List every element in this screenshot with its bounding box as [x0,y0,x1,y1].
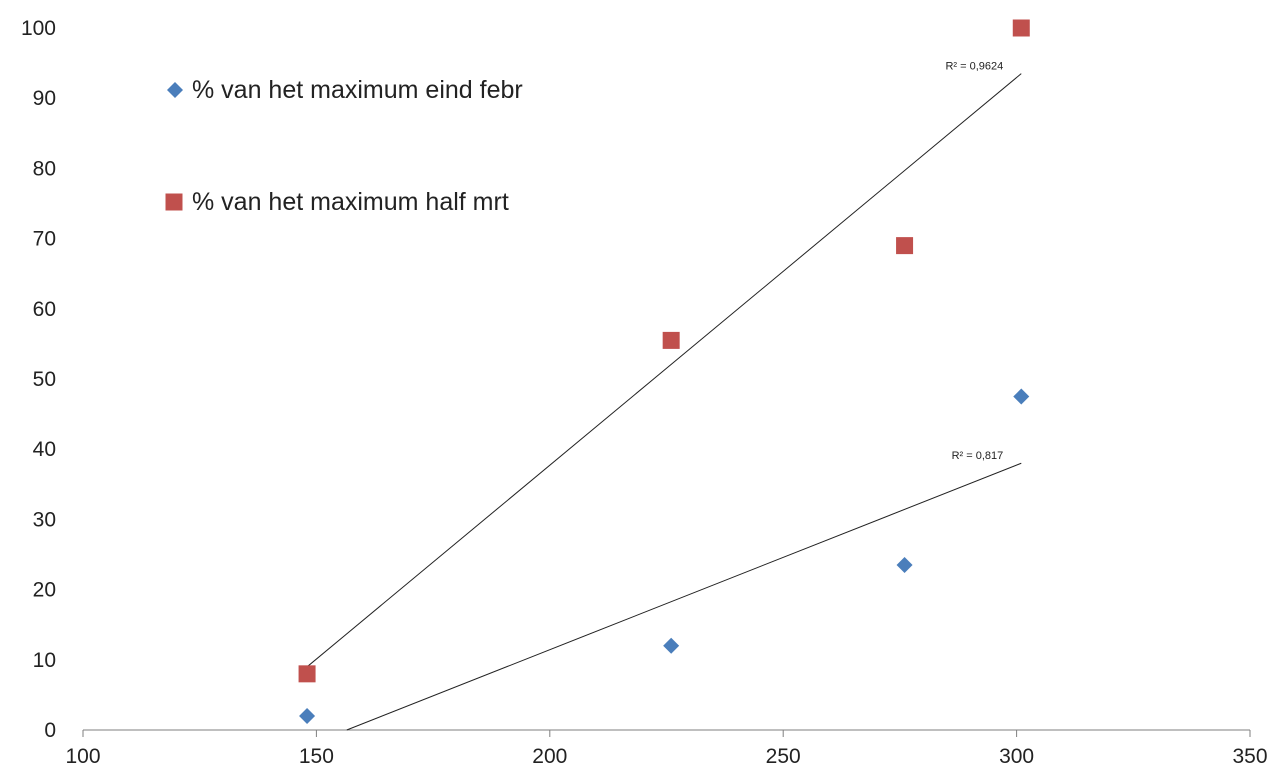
x-tick-label: 200 [532,745,567,768]
x-tick-label: 100 [65,745,100,768]
data-point-half-mrt [1012,19,1030,37]
legend-diamond-icon [167,82,183,98]
y-tick-label: 80 [33,157,56,180]
legend: % van het maximum eind febr % van het ma… [165,76,523,216]
r-squared-label: R² = 0,9624 [945,61,1003,73]
x-tick-label: 300 [999,745,1034,768]
y-tick-label: 30 [33,508,56,531]
data-point-eind-febr [299,707,316,724]
y-tick-label: 40 [33,438,56,461]
legend-square-icon [165,193,183,211]
trendlines: R² = 0,817 R² = 0,9624 [306,61,1022,731]
legend-marker-diamond [167,82,183,98]
data-point-eind-febr [1013,388,1030,405]
y-tick-label: 50 [33,368,56,391]
y-axis-ticks: 0 10 20 30 40 50 60 70 80 90 100 [21,17,56,742]
y-tick-label: 100 [21,17,56,40]
x-tick-label: 250 [766,745,801,768]
y-tick-label: 20 [33,579,56,602]
trendline-1 [306,73,1022,668]
r-squared-label: R² = 0,817 [952,450,1004,462]
trendline-0 [346,462,1022,731]
data-point-half-mrt [896,237,914,255]
x-axis-ticks: 100 150 200 250 300 350 [65,730,1268,768]
y-tick-label: 60 [33,298,56,321]
y-tick-label: 10 [33,649,56,672]
y-tick-label: 90 [33,87,56,110]
x-tick-label: 350 [1232,745,1267,768]
data-point-half-mrt [298,665,316,683]
legend-marker-square [165,193,183,211]
x-tick-label: 150 [299,745,334,768]
data-point-eind-febr [663,637,680,654]
y-tick-label: 70 [33,228,56,251]
data-points [298,19,1030,724]
y-tick-label: 0 [44,719,56,742]
legend-label-eind-febr: % van het maximum eind febr [192,76,523,104]
data-point-half-mrt [662,331,680,349]
legend-label-half-mrt: % van het maximum half mrt [192,188,509,216]
data-point-eind-febr [896,557,913,574]
